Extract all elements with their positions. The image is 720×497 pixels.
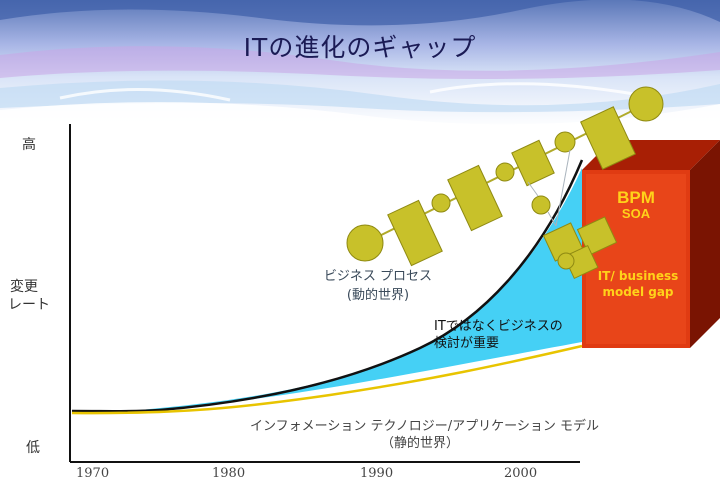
y-label-rate-1: 変更	[10, 279, 38, 295]
it-model-curve	[71, 344, 583, 415]
x-tick-1990: 1990	[360, 466, 394, 481]
focus-line2: 検討が重要	[434, 336, 500, 351]
gap-region	[72, 168, 582, 412]
header-banner	[0, 0, 720, 128]
business-process-line2: (動的世界)	[346, 288, 410, 303]
it-model-line1: インフォメーション テクノロジー/アプリケーション モデル	[250, 419, 599, 434]
x-tick-1970: 1970	[76, 466, 110, 481]
gap-line2: model gap	[602, 285, 674, 299]
bpm-text: BPM	[617, 188, 655, 207]
business-process-line1: ビジネス プロセス	[323, 269, 433, 284]
y-label-low: 低	[26, 440, 40, 456]
y-label-high: 高	[22, 137, 36, 153]
it-model-line2: （静的世界）	[380, 436, 459, 451]
gap-line1: IT/ business	[597, 269, 679, 283]
business-process-curve	[71, 159, 584, 413]
x-tick-2000: 2000	[504, 466, 538, 481]
focus-label: ITではなくビジネスの 検討が重要	[434, 318, 563, 352]
process-shapes	[346, 86, 664, 280]
soa-text: SOA	[621, 206, 651, 221]
bpm-soa-text: BPM SOA	[606, 188, 666, 222]
x-tick-1980: 1980	[212, 466, 246, 481]
page-title: ITの進化のギャップ	[243, 33, 477, 62]
it-model-label: インフォメーション テクノロジー/アプリケーション モデル （静的世界）	[250, 418, 599, 452]
focus-line1: ITではなくビジネスの	[434, 319, 563, 334]
business-process-label: ビジネス プロセス (動的世界)	[322, 265, 434, 303]
gap-text: IT/ business model gap	[592, 268, 684, 300]
connector-arrows	[527, 149, 571, 227]
y-label-rate-2: レート	[8, 297, 50, 313]
